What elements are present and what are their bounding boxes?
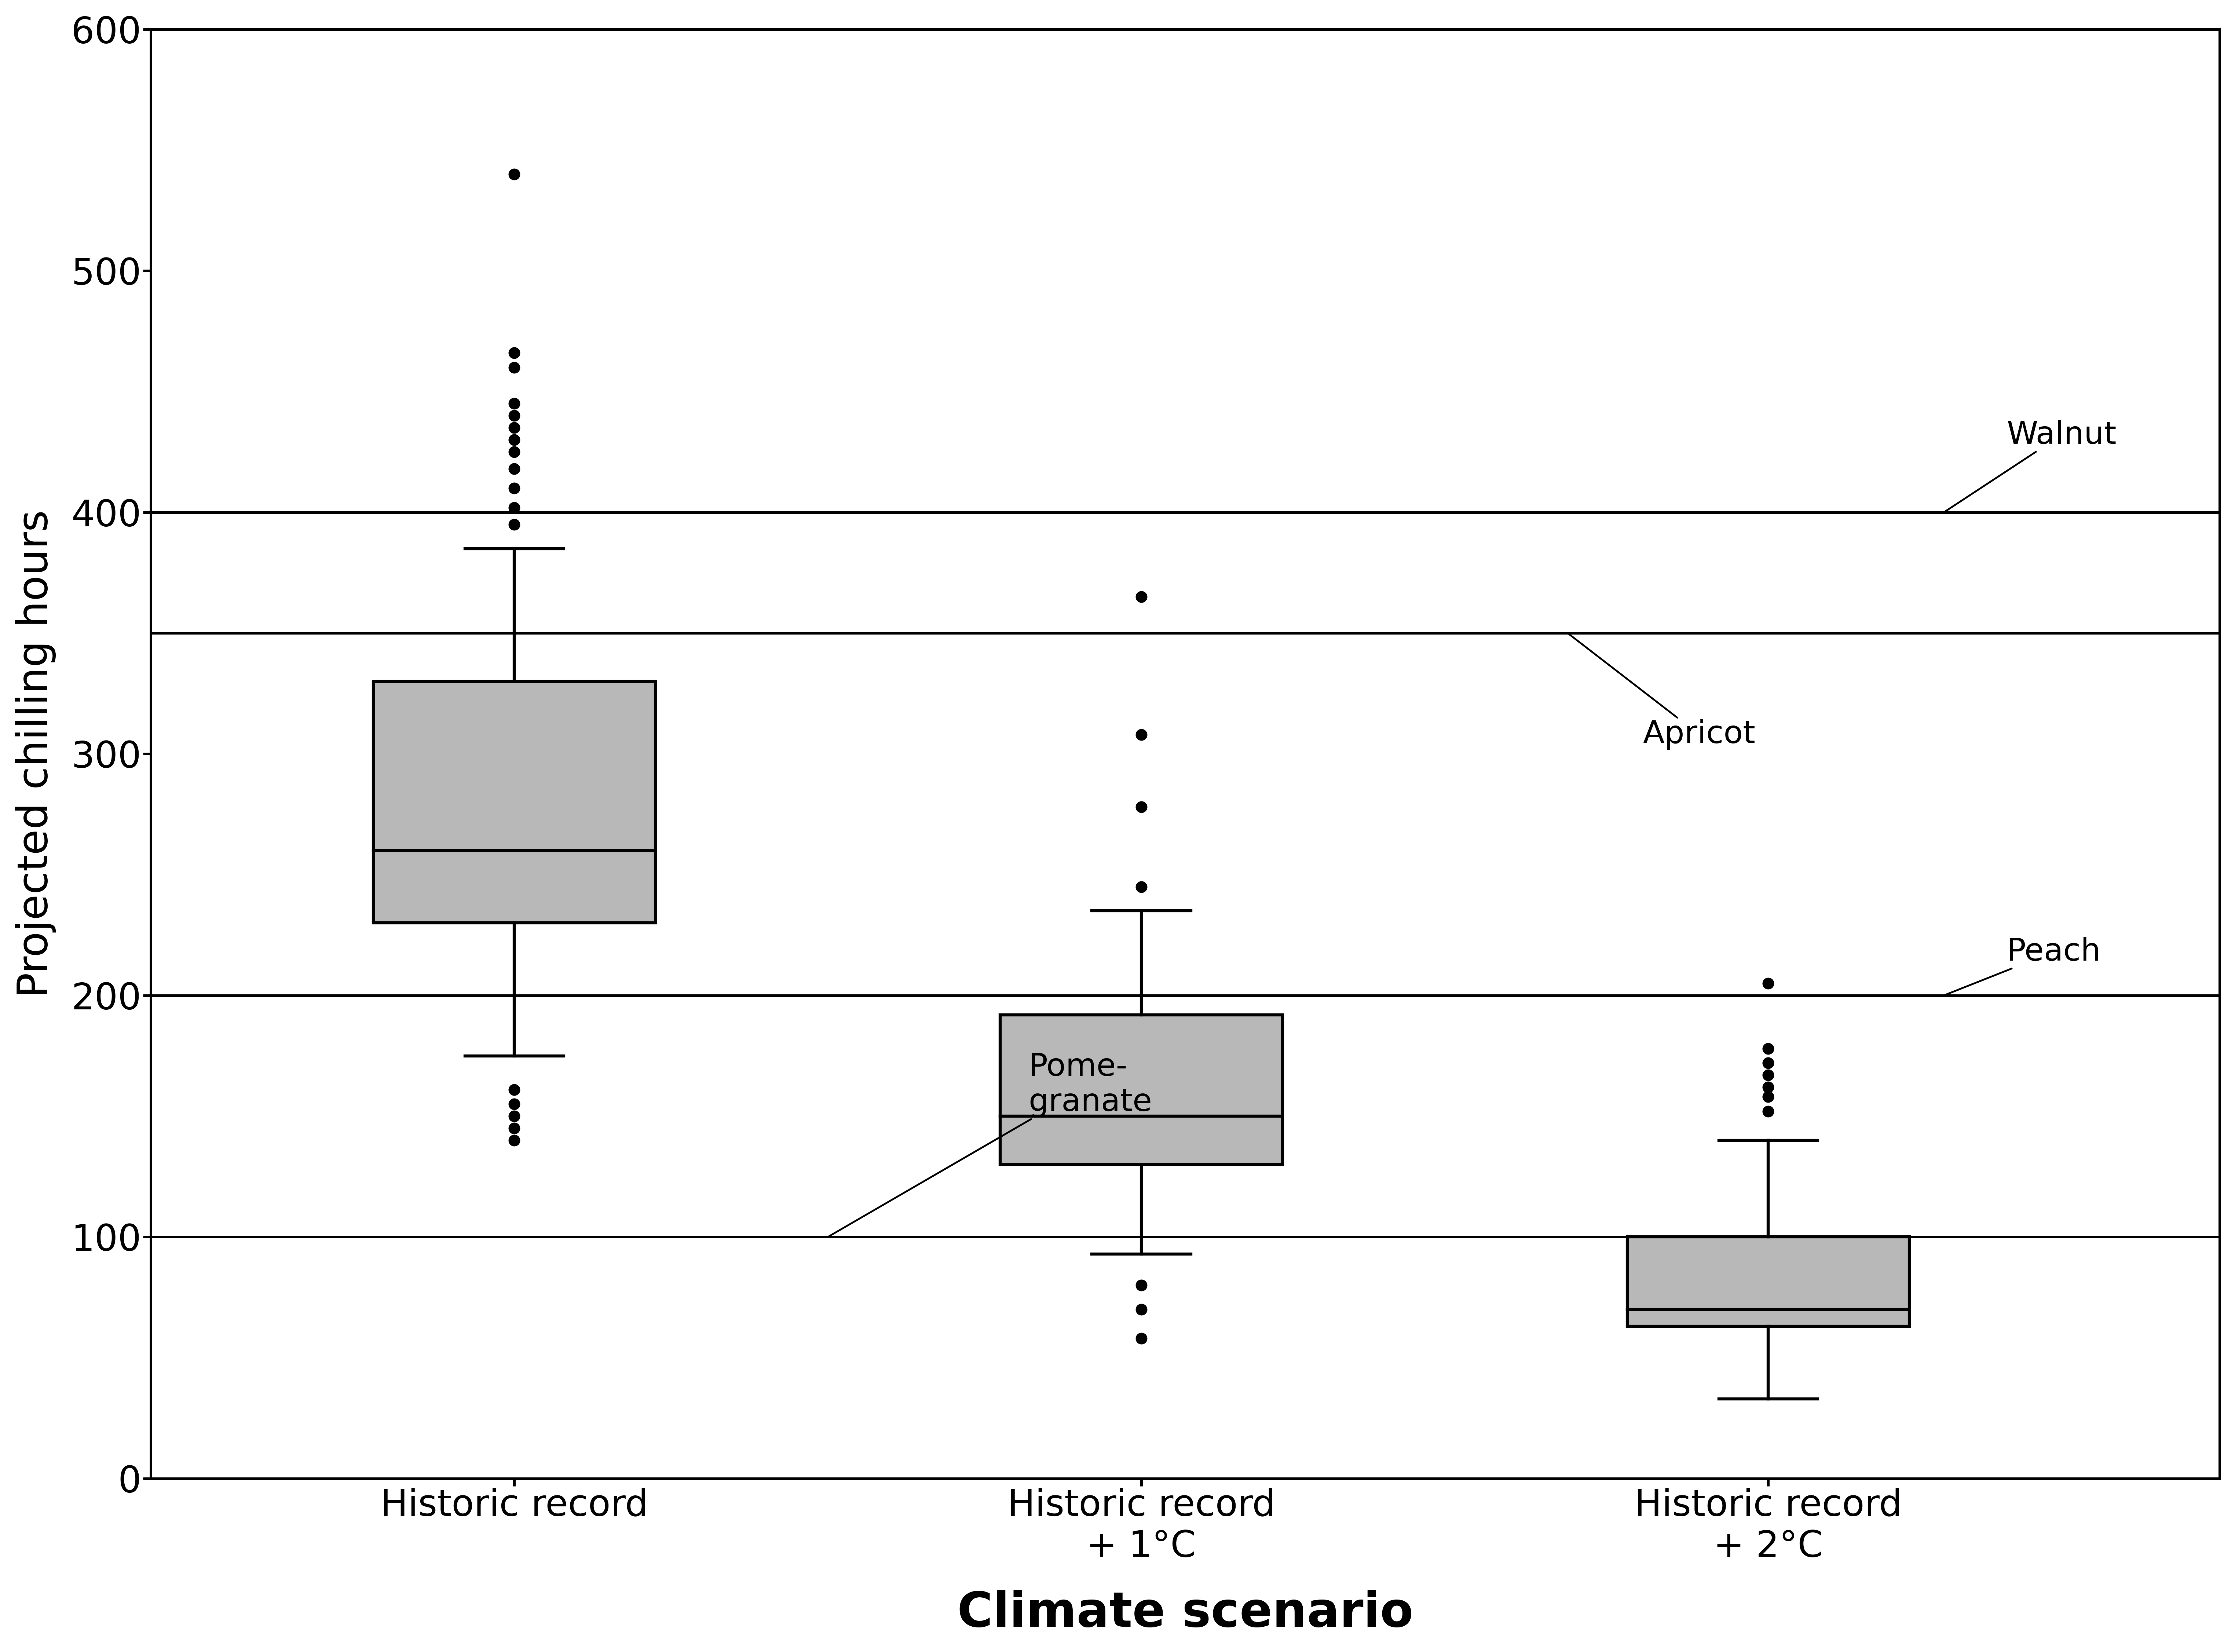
- Text: Walnut: Walnut: [1944, 420, 2117, 512]
- Text: Pome-
granate: Pome- granate: [829, 1052, 1151, 1236]
- Bar: [373, 681, 655, 923]
- X-axis label: Climate scenario: Climate scenario: [957, 1591, 1413, 1637]
- Y-axis label: Projected chilling hours: Projected chilling hours: [16, 510, 56, 998]
- Bar: [1627, 1237, 1909, 1327]
- Text: Peach: Peach: [1944, 937, 2101, 995]
- Text: Apricot: Apricot: [1569, 634, 1754, 750]
- Bar: [1001, 1014, 1283, 1165]
